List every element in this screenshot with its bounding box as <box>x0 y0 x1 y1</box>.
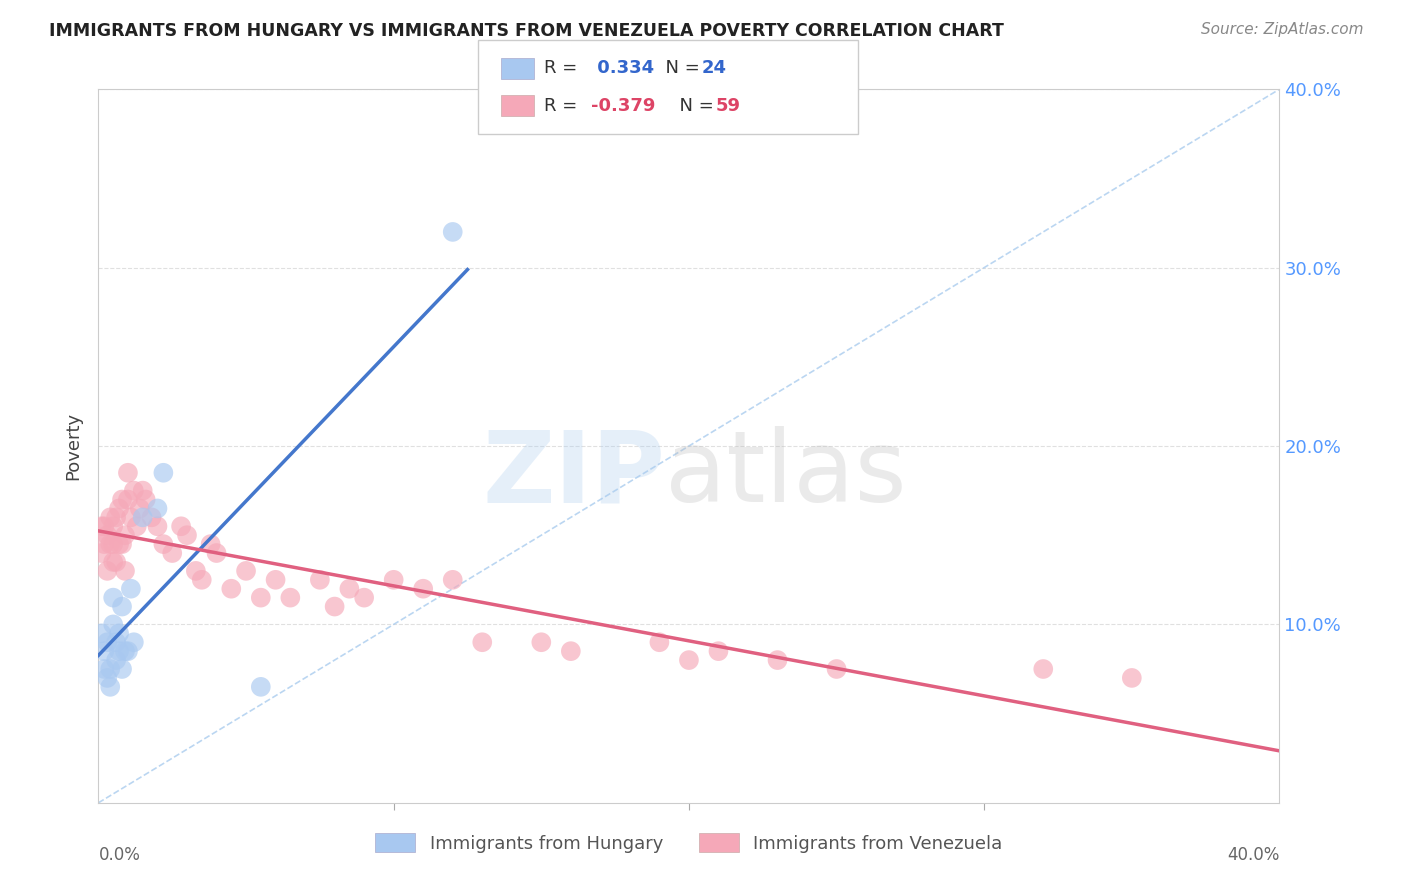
Text: ZIP: ZIP <box>482 426 665 523</box>
Point <box>280 591 302 605</box>
Point <box>111 537 134 551</box>
Point <box>250 680 273 694</box>
Point <box>111 662 134 676</box>
Point <box>103 537 125 551</box>
Text: R =: R = <box>544 60 583 78</box>
Point <box>825 662 848 676</box>
Point <box>96 564 118 578</box>
Point <box>117 492 139 507</box>
Point <box>412 582 434 596</box>
Point <box>132 483 155 498</box>
Point <box>103 617 125 632</box>
Point <box>135 492 157 507</box>
Point <box>93 662 115 676</box>
Point <box>117 466 139 480</box>
Point <box>103 555 125 569</box>
Point <box>105 510 128 524</box>
Text: 24: 24 <box>702 60 727 78</box>
Point <box>339 582 361 596</box>
Point <box>90 626 112 640</box>
Text: R =: R = <box>544 96 583 114</box>
Point <box>108 501 131 516</box>
Point <box>264 573 287 587</box>
Point <box>441 225 464 239</box>
Point <box>105 653 128 667</box>
Point <box>141 510 163 524</box>
Point <box>93 537 115 551</box>
Point <box>98 510 121 524</box>
Point <box>530 635 553 649</box>
Point <box>90 546 112 560</box>
Point <box>170 519 193 533</box>
Point <box>90 519 112 533</box>
Text: 59: 59 <box>716 96 741 114</box>
Point <box>93 644 115 658</box>
Point <box>309 573 332 587</box>
Point <box>117 644 139 658</box>
Point <box>678 653 700 667</box>
Point <box>108 537 131 551</box>
Point <box>471 635 494 649</box>
Point <box>205 546 228 560</box>
Text: 40.0%: 40.0% <box>1227 846 1279 863</box>
Point <box>152 466 174 480</box>
Point <box>128 501 150 516</box>
Point <box>132 510 155 524</box>
Text: N =: N = <box>654 60 706 78</box>
Text: 0.334: 0.334 <box>591 60 654 78</box>
Point <box>441 573 464 587</box>
Point <box>707 644 730 658</box>
Point <box>323 599 346 614</box>
Point <box>235 564 257 578</box>
Text: N =: N = <box>668 96 720 114</box>
Point <box>353 591 375 605</box>
Point <box>200 537 222 551</box>
Point <box>98 537 121 551</box>
Point <box>146 519 169 533</box>
Point <box>1121 671 1143 685</box>
Point <box>108 626 131 640</box>
Point <box>111 599 134 614</box>
Point <box>105 555 128 569</box>
Text: 0.0%: 0.0% <box>98 846 141 863</box>
Point <box>122 483 145 498</box>
Point <box>98 662 121 676</box>
Y-axis label: Poverty: Poverty <box>65 412 83 480</box>
Point <box>103 591 125 605</box>
Point <box>93 519 115 533</box>
Point <box>146 501 169 516</box>
Point <box>766 653 789 667</box>
Text: atlas: atlas <box>665 426 907 523</box>
Point <box>120 510 142 524</box>
Point <box>382 573 405 587</box>
Point <box>103 519 125 533</box>
Point <box>111 492 134 507</box>
Point <box>250 591 273 605</box>
Point <box>560 644 582 658</box>
Point <box>1032 662 1054 676</box>
Text: -0.379: -0.379 <box>591 96 655 114</box>
Point <box>108 644 131 658</box>
Point <box>105 635 128 649</box>
Point <box>114 528 136 542</box>
Point <box>96 671 118 685</box>
Point <box>122 635 145 649</box>
Point <box>114 644 136 658</box>
Point <box>184 564 207 578</box>
Point <box>176 528 198 542</box>
Point <box>125 519 148 533</box>
Text: Source: ZipAtlas.com: Source: ZipAtlas.com <box>1201 22 1364 37</box>
Point <box>162 546 183 560</box>
Point <box>152 537 174 551</box>
Point <box>648 635 671 649</box>
Point <box>120 582 142 596</box>
Text: IMMIGRANTS FROM HUNGARY VS IMMIGRANTS FROM VENEZUELA POVERTY CORRELATION CHART: IMMIGRANTS FROM HUNGARY VS IMMIGRANTS FR… <box>49 22 1004 40</box>
Point <box>221 582 243 596</box>
Point <box>114 564 136 578</box>
Point <box>191 573 214 587</box>
Point <box>98 680 121 694</box>
Legend: Immigrants from Hungary, Immigrants from Venezuela: Immigrants from Hungary, Immigrants from… <box>367 823 1011 862</box>
Point <box>96 635 118 649</box>
Point <box>96 528 118 542</box>
